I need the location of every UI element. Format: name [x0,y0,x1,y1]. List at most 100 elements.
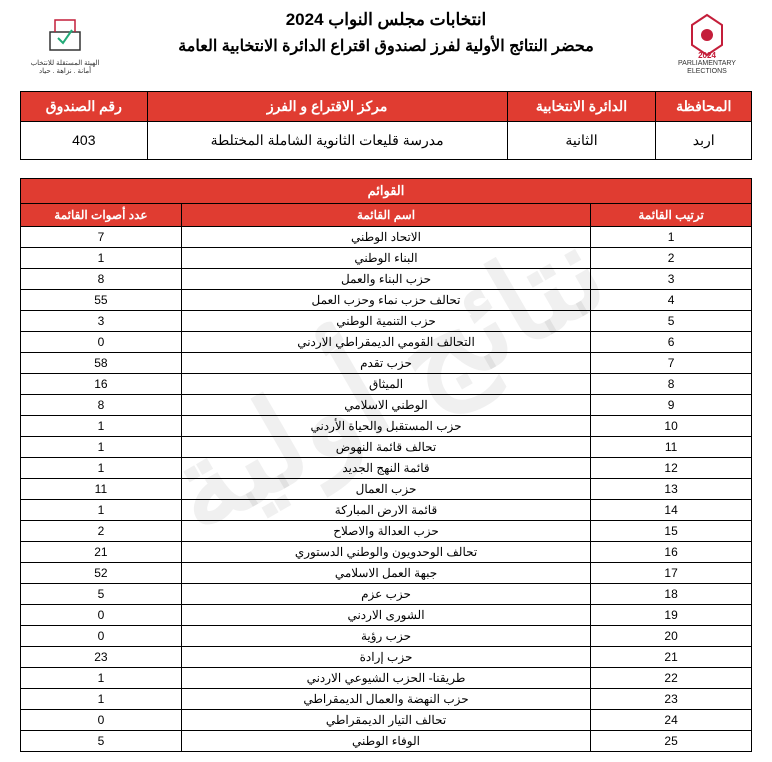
table-row: 13حزب العمال11 [21,478,752,499]
cell-name: البناء الوطني [181,247,590,268]
cell-votes: 0 [21,625,182,646]
table-row: 19الشورى الاردني0 [21,604,752,625]
cell-votes: 0 [21,709,182,730]
cell-votes: 3 [21,310,182,331]
cell-name: حزب إرادة [181,646,590,667]
th-governorate: المحافظة [656,91,752,121]
cell-votes: 1 [21,457,182,478]
table-row: 6التحالف القومي الديمقراطي الاردني0 [21,331,752,352]
cell-name: حزب عزم [181,583,590,604]
cell-rank: 15 [591,520,752,541]
cell-rank: 21 [591,646,752,667]
cell-rank: 23 [591,688,752,709]
cell-votes: 5 [21,730,182,751]
th-rank: ترتيب القائمة [591,203,752,226]
cell-name: جبهة العمل الاسلامي [181,562,590,583]
cell-votes: 5 [21,583,182,604]
cell-votes: 1 [21,436,182,457]
table-row: 3حزب البناء والعمل8 [21,268,752,289]
cell-rank: 14 [591,499,752,520]
cell-name: حزب رؤية [181,625,590,646]
svg-text:2024: 2024 [698,51,716,60]
cell-votes: 1 [21,688,182,709]
cell-votes: 1 [21,415,182,436]
table-row: 11تحالف قائمة النهوض1 [21,436,752,457]
table-row: 23حزب النهضة والعمال الديمقراطي1 [21,688,752,709]
cell-votes: 1 [21,667,182,688]
td-district: الثانية [507,121,656,159]
cell-name: الميثاق [181,373,590,394]
cell-name: تحالف حزب نماء وحزب العمل [181,289,590,310]
cell-votes: 52 [21,562,182,583]
cell-rank: 16 [591,541,752,562]
table-row: 10حزب المستقبل والحياة الأردني1 [21,415,752,436]
cell-votes: 58 [21,352,182,373]
cell-name: تحالف الوحدويون والوطني الدستوري [181,541,590,562]
cell-rank: 1 [591,226,752,247]
td-box: 403 [21,121,148,159]
cell-name: التحالف القومي الديمقراطي الاردني [181,331,590,352]
table-row: 8الميثاق16 [21,373,752,394]
right-logo-caption: الهيئة المستقلة للانتخاب أمانة . نزاهة .… [31,60,100,77]
cell-rank: 7 [591,352,752,373]
cell-rank: 3 [591,268,752,289]
cell-name: الوفاء الوطني [181,730,590,751]
right-logo: الهيئة المستقلة للانتخاب أمانة . نزاهة .… [20,10,110,77]
cell-rank: 19 [591,604,752,625]
cell-name: قائمة النهج الجديد [181,457,590,478]
cell-name: الاتحاد الوطني [181,226,590,247]
cell-votes: 8 [21,394,182,415]
td-center: مدرسة قليعات الثانوية الشاملة المختلطة [147,121,507,159]
table-row: 5حزب التنمية الوطني3 [21,310,752,331]
table-row: 14قائمة الارض المباركة1 [21,499,752,520]
cell-rank: 20 [591,625,752,646]
cell-votes: 21 [21,541,182,562]
cell-rank: 10 [591,415,752,436]
cell-votes: 23 [21,646,182,667]
cell-name: حزب تقدم [181,352,590,373]
table-row: 18حزب عزم5 [21,583,752,604]
cell-rank: 17 [591,562,752,583]
cell-name: تحالف التيار الديمقراطي [181,709,590,730]
th-name: اسم القائمة [181,203,590,226]
cell-name: الوطني الاسلامي [181,394,590,415]
cell-rank: 11 [591,436,752,457]
th-district: الدائرة الانتخابية [507,91,656,121]
lists-table: القوائم ترتيب القائمة اسم القائمة عدد أص… [20,178,752,752]
cell-rank: 5 [591,310,752,331]
th-center: مركز الاقتراع و الفرز [147,91,507,121]
table-row: 25الوفاء الوطني5 [21,730,752,751]
cell-rank: 24 [591,709,752,730]
cell-votes: 1 [21,247,182,268]
cell-name: حزب العمال [181,478,590,499]
table-row: 21حزب إرادة23 [21,646,752,667]
iec-logo-icon [30,10,100,60]
table-row: 24تحالف التيار الديمقراطي0 [21,709,752,730]
cell-votes: 16 [21,373,182,394]
cell-rank: 9 [591,394,752,415]
info-table: المحافظة الدائرة الانتخابية مركز الاقترا… [20,91,752,160]
table-row: 15حزب العدالة والاصلاح2 [21,520,752,541]
th-votes: عدد أصوات القائمة [21,203,182,226]
table-row: 2البناء الوطني1 [21,247,752,268]
cell-rank: 22 [591,667,752,688]
cell-votes: 0 [21,604,182,625]
cell-votes: 11 [21,478,182,499]
cell-name: حزب التنمية الوطني [181,310,590,331]
cell-votes: 8 [21,268,182,289]
table-row: 12قائمة النهج الجديد1 [21,457,752,478]
cell-rank: 6 [591,331,752,352]
table-row: 4تحالف حزب نماء وحزب العمل55 [21,289,752,310]
cell-votes: 55 [21,289,182,310]
table-row: 16تحالف الوحدويون والوطني الدستوري21 [21,541,752,562]
cell-rank: 4 [591,289,752,310]
cell-name: حزب العدالة والاصلاح [181,520,590,541]
cell-name: حزب النهضة والعمال الديمقراطي [181,688,590,709]
table-row: 22طريقنا- الحزب الشيوعي الاردني1 [21,667,752,688]
page-title-2: محضر النتائج الأولية لفرز لصندوق اقتراع … [110,36,662,56]
cell-name: قائمة الارض المباركة [181,499,590,520]
lists-section-title: القوائم [21,178,752,203]
cell-rank: 25 [591,730,752,751]
cell-votes: 0 [21,331,182,352]
cell-rank: 8 [591,373,752,394]
